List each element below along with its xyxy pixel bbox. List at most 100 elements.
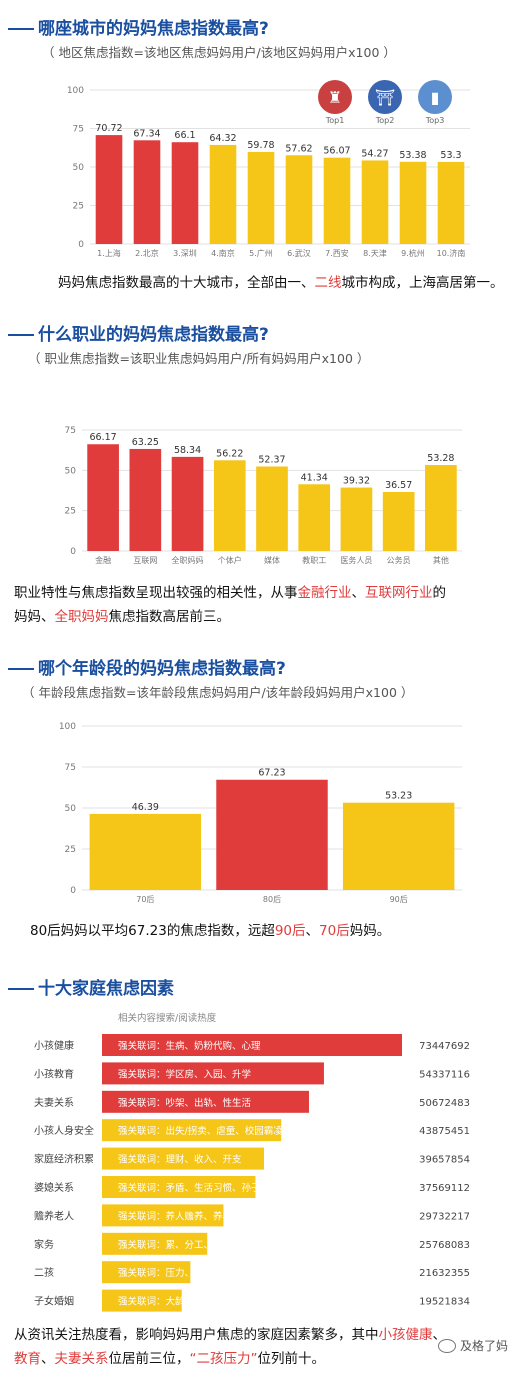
value-label: 56.07 — [323, 146, 350, 157]
skyscraper-icon: ▮ — [418, 80, 452, 114]
value-label: 59.78 — [247, 140, 274, 151]
chart-family-subtitle: 相关内容搜索/阅读热度 — [118, 1013, 217, 1024]
bar — [247, 151, 275, 244]
oriental-pearl-tower-icon: ♜ — [318, 80, 352, 114]
category-label: 个体户 — [218, 555, 242, 565]
value-label: 39.32 — [343, 476, 370, 487]
category-label: 医务人员 — [340, 555, 372, 565]
hbar — [102, 1119, 282, 1142]
category-label: 教职工 — [302, 555, 326, 565]
watermark: 及格了妈 — [437, 1337, 508, 1354]
category-label: 1.上海 — [97, 248, 121, 258]
bar — [129, 448, 162, 551]
value-label: 53.3 — [440, 150, 461, 161]
bar — [171, 142, 199, 244]
hbar — [102, 1204, 224, 1227]
hbar — [102, 1289, 182, 1312]
value-label: 19521834 — [419, 1297, 470, 1308]
y-tick-label: 50 — [73, 163, 85, 173]
value-label: 39657854 — [419, 1155, 470, 1166]
value-label: 29732217 — [419, 1211, 470, 1222]
category-label: 90后 — [390, 894, 408, 904]
value-label: 54337116 — [419, 1069, 470, 1080]
y-tick-label: 0 — [70, 547, 76, 557]
hbar — [102, 1261, 191, 1284]
chart-city: 0 25 50 75 100 70.72 1.上海 67.34 2.北京 66.1 3.深圳 64.3… — [60, 70, 480, 266]
value-label: 67.34 — [133, 128, 160, 139]
bar — [133, 140, 161, 244]
bar — [87, 444, 119, 551]
category-label: 家庭经济积累 — [34, 1153, 94, 1166]
category-label: 媒体 — [264, 555, 280, 565]
value-label: 21632355 — [419, 1268, 470, 1279]
bar — [213, 460, 246, 551]
y-tick-label: 25 — [65, 845, 76, 855]
value-label: 54.27 — [361, 148, 388, 159]
category-label: 家务 — [34, 1238, 54, 1251]
value-label: 67.23 — [258, 768, 285, 779]
value-label: 66.1 — [174, 130, 195, 141]
bar — [209, 144, 237, 244]
y-tick-label: 100 — [67, 86, 84, 96]
y-tick-label: 0 — [70, 886, 76, 896]
bar-keyword-label: 强关联词：大龄剩女、买房、生子 — [118, 1296, 261, 1308]
category-label: 5.广州 — [249, 248, 273, 258]
value-label: 53.38 — [399, 150, 426, 161]
caption-job-line1: 职业特性与焦虑指数呈现出较强的相关性，从事金融行业、互联网行业的 — [14, 585, 446, 601]
bar — [399, 161, 427, 244]
value-label: 53.28 — [427, 453, 454, 464]
value-label: 43875451 — [419, 1126, 470, 1137]
hbar — [102, 1147, 264, 1170]
bar — [95, 135, 123, 244]
bar-keyword-label: 强关联词：压力、精神护理、孤独 — [118, 1267, 261, 1279]
category-label: 互联网 — [133, 556, 157, 565]
y-tick-label: 50 — [65, 804, 77, 814]
formula-city: （ 地区焦虑指数=该地区焦虑妈妈用户/该地区妈妈用户x100 ） — [42, 45, 396, 60]
formula-job: （ 职业焦虑指数=该职业焦虑妈妈用户/所有妈妈用户x100 ） — [28, 351, 370, 366]
section-title-age: 哪个年龄段的妈妈焦虑指数最高? — [8, 654, 286, 679]
caption-job-line2: 妈妈、全职妈妈焦虑指数高居前三。 — [14, 609, 230, 625]
bar-keyword-label: 强关联词：吵架、出轨、性生活 — [118, 1097, 252, 1109]
bar — [256, 466, 288, 551]
caption-family-line2: 教育、夫妻关系位居前三位，“二孩压力”位列前十。 — [14, 1351, 325, 1367]
bar-keyword-label: 强关联词：学区房、入园、升学 — [118, 1068, 251, 1080]
bar — [171, 456, 204, 551]
category-label: 4.南京 — [211, 248, 235, 258]
bar — [342, 802, 455, 890]
category-label: 80后 — [263, 894, 281, 904]
value-label: 52.37 — [258, 455, 285, 466]
y-tick-label: 75 — [65, 426, 76, 436]
value-label: 56.22 — [216, 448, 243, 459]
y-tick-label: 100 — [59, 722, 76, 732]
bar — [285, 155, 313, 244]
category-label: 全职妈妈 — [172, 555, 204, 565]
bar — [361, 160, 389, 244]
bar — [216, 779, 328, 890]
value-label: 73447692 — [419, 1041, 470, 1052]
bar-keyword-label: 强关联词：矛盾、生活习惯、孙子教育 — [118, 1182, 280, 1194]
y-tick-label: 25 — [73, 202, 84, 212]
section-title-job: 什么职业的妈妈焦虑指数最高? — [8, 320, 269, 345]
category-label: 小孩人身安全 — [34, 1124, 94, 1137]
category-label: 子女婚姻 — [34, 1295, 74, 1308]
hbar — [102, 1034, 402, 1056]
value-label: 70.72 — [95, 123, 122, 134]
bar — [437, 161, 465, 244]
category-label: 婆媳关系 — [34, 1181, 74, 1194]
category-label: 2.北京 — [135, 248, 159, 258]
bar-keyword-label: 强关联词：累、分工、保姆 — [118, 1239, 233, 1251]
y-tick-label: 0 — [78, 240, 84, 250]
caption-family-line1: 从资讯关注热度看，影响妈妈用户焦虑的家庭因素繁多，其中小孩健康、 — [14, 1327, 446, 1343]
value-label: 53.23 — [385, 791, 412, 802]
caption-city: 妈妈焦虑指数最高的十大城市，全部由一、二线城市构成，上海高居第一。 — [58, 275, 504, 291]
bar — [425, 465, 457, 551]
value-label: 50672483 — [419, 1098, 470, 1109]
bar-keyword-label: 强关联词：出失/拐卖、虐童、校园霸凌 — [118, 1125, 283, 1137]
value-label: 25768083 — [419, 1240, 470, 1251]
bar-keyword-label: 强关联词：生病、奶粉代购、心理 — [118, 1040, 261, 1052]
hbar — [102, 1090, 309, 1113]
value-label: 64.32 — [209, 133, 236, 144]
value-label: 57.62 — [285, 143, 312, 154]
category-label: 3.深圳 — [173, 248, 197, 258]
category-label: 赡养老人 — [34, 1209, 74, 1222]
